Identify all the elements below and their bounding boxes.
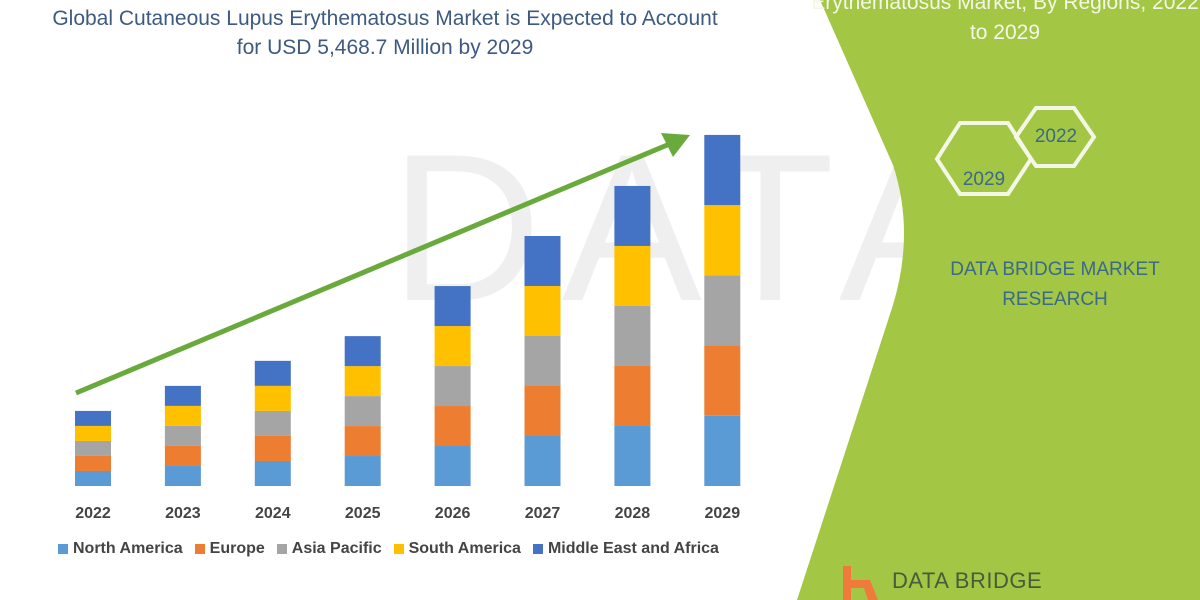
bar-segment-2026-0: [434, 446, 471, 486]
logo-icon: [843, 566, 878, 600]
bar-segment-2025-1: [344, 426, 381, 457]
bar-segment-2029-1: [704, 345, 741, 416]
bar-segment-2025-4: [344, 336, 381, 367]
bar-segment-2022-3: [75, 425, 111, 441]
legend: North America Europe Asia Pacific South …: [58, 540, 719, 558]
bar-segment-2028-4: [614, 185, 651, 246]
bar-segment-2026-4: [434, 286, 471, 327]
bar-segment-2025-0: [344, 456, 381, 486]
bar-segment-2027-3: [524, 286, 561, 337]
bar-segment-2024-0: [254, 460, 291, 486]
x-tick-label: 2024: [255, 505, 291, 522]
legend-swatch: [194, 544, 205, 554]
bar-segment-2025-3: [344, 366, 381, 397]
chart-title: Global Cutaneous Lupus Erythematosus Mar…: [52, 7, 718, 59]
bar-segment-2028-3: [614, 245, 651, 306]
bar-segment-2029-2: [704, 275, 741, 346]
legend-label: South America: [408, 540, 521, 557]
bar-segment-2023-2: [164, 425, 201, 446]
x-tick-label: 2025: [345, 505, 381, 522]
bar-segment-2022-1: [75, 455, 111, 471]
bar-segment-2026-2: [434, 366, 471, 407]
bar-segment-2027-4: [524, 236, 561, 287]
x-tick-label: 2023: [165, 505, 201, 522]
bar-segment-2022-4: [75, 410, 111, 426]
bar-segment-2027-2: [524, 336, 561, 387]
bar-segment-2027-0: [524, 436, 561, 486]
bar-segment-2029-0: [704, 415, 741, 486]
x-tick-label: 2029: [705, 505, 741, 522]
logo-text: DATA BRIDGE: [892, 568, 1043, 593]
bar-segment-2029-3: [704, 205, 741, 276]
legend-label: North America: [73, 540, 183, 557]
bar-segment-2026-3: [434, 326, 471, 367]
trend-arrow-head-icon: [661, 133, 690, 157]
bar-segment-2029-4: [704, 134, 741, 206]
legend-label: Middle East and Africa: [547, 540, 719, 557]
bar-segment-2022-2: [75, 440, 111, 456]
bar-segment-2028-1: [614, 365, 651, 426]
panel-title: Erythematosus Market, By Regions, 2022 t…: [811, 0, 1199, 44]
legend-swatch: [393, 544, 404, 554]
bar-segment-2023-3: [164, 405, 201, 426]
green-panel: [797, 0, 1200, 600]
bar-segment-2028-2: [614, 305, 651, 366]
x-tick-label: 2027: [525, 505, 561, 522]
legend-item: Middle East and Africa: [532, 540, 719, 558]
x-tick-label: 2022: [75, 505, 111, 522]
bar-segment-2027-1: [524, 386, 561, 437]
trend-arrow-line: [75, 140, 673, 396]
bar-segment-2024-4: [254, 360, 291, 386]
bar-segment-2023-4: [164, 385, 201, 406]
bar-segment-2026-1: [434, 406, 471, 447]
legend-swatch: [276, 544, 287, 554]
hexagon-label-2029: 2029: [962, 169, 1006, 190]
brand-text: DATA BRIDGE MARKET RESEARCH: [950, 259, 1160, 310]
legend-item: South America: [393, 540, 521, 558]
x-tick-label: 2028: [615, 505, 651, 522]
bar-segment-2023-0: [164, 465, 201, 486]
hexagon-2022: [1013, 106, 1097, 168]
bar-segment-2024-1: [254, 435, 291, 461]
x-tick-label: 2026: [435, 505, 471, 522]
legend-swatch: [532, 544, 543, 554]
legend-item: Asia Pacific: [276, 540, 382, 558]
legend-swatch: [58, 544, 68, 554]
bar-segment-2025-2: [344, 396, 381, 427]
legend-item: Europe: [194, 540, 265, 558]
legend-item: North America: [58, 540, 183, 558]
hexagon-2029: [934, 121, 1034, 196]
hexagon-label-2022: 2022: [1034, 126, 1078, 147]
bar-segment-2023-1: [164, 445, 201, 466]
legend-label: Asia Pacific: [291, 540, 382, 557]
bar-segment-2024-2: [254, 410, 291, 436]
bar-segment-2028-0: [614, 425, 651, 486]
legend-label: Europe: [209, 540, 265, 557]
bar-segment-2024-3: [254, 385, 291, 411]
bar-segment-2022-0: [75, 470, 111, 486]
